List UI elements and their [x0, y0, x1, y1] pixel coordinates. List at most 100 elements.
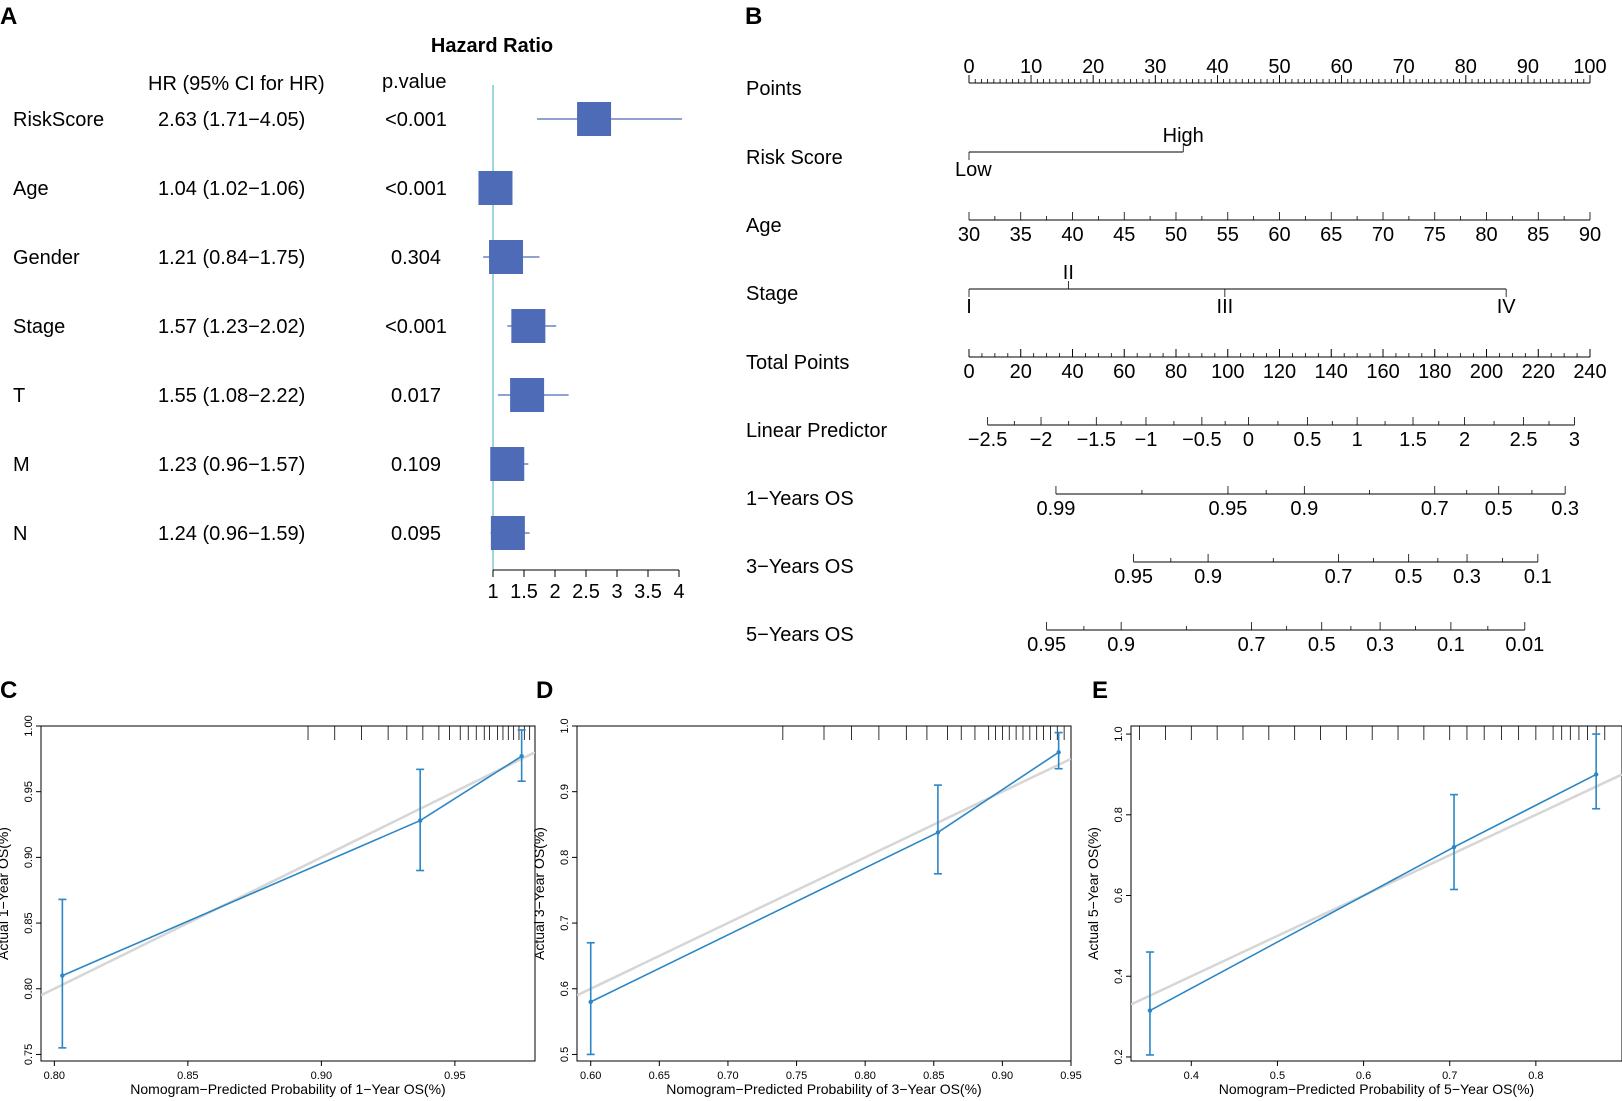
hr-box [490, 447, 525, 481]
panel-label-c: C [0, 677, 17, 704]
nomogram-tick-label: 20 [1010, 361, 1032, 383]
row-label: Gender [13, 247, 80, 269]
row-pvalue: 0.304 [391, 247, 441, 269]
data-point [1593, 772, 1599, 777]
forest-x-tick-label: 3 [611, 581, 622, 603]
nomogram-tick-label: 10 [1020, 56, 1042, 78]
data-point [417, 818, 423, 823]
nomogram-tick-label: 50 [1165, 224, 1187, 246]
nomogram-tick-label: 3 [1569, 429, 1580, 451]
row-label: N [13, 523, 27, 545]
nomogram-tick-label: 80 [1165, 361, 1187, 383]
x-tick-label: 0.85 [923, 1070, 944, 1082]
panel-label-d: D [536, 677, 553, 704]
nomogram-tick-label: 0.01 [1505, 634, 1544, 656]
x-tick-label: 0.60 [580, 1070, 601, 1082]
y-axis-label: Actual 3−Year OS(%) [531, 827, 547, 960]
nomogram-category-label: IV [1497, 296, 1517, 318]
nomogram-tick-label: 0 [1243, 429, 1254, 451]
data-point [1056, 750, 1061, 755]
nomogram-row-label: Risk Score [746, 147, 843, 169]
nomogram-tick-label: 100 [1211, 361, 1244, 383]
y-tick-label: 0.75 [23, 1044, 35, 1065]
nomogram-tick-label: 1.5 [1399, 429, 1427, 451]
calibration-plot-3-year: 0.60 0.65 0.70 0.75 0.80 0.85 0.90 0.95 0.5 0.6 0.… [531, 718, 1082, 1097]
nomogram-tick-label: 2.5 [1510, 429, 1538, 451]
row-pvalue: 0.017 [391, 385, 441, 407]
nomogram-tick-label: 2 [1459, 429, 1470, 451]
data-point [519, 754, 524, 759]
x-tick-label: 0.70 [717, 1070, 738, 1082]
nomogram-tick-label: −0.5 [1182, 429, 1221, 451]
row-label: M [13, 454, 30, 476]
x-tick-label: 0.4 [1184, 1070, 1199, 1082]
y-tick-label: 0.9 [559, 784, 571, 799]
nomogram-tick-label: 0 [963, 56, 974, 78]
calibration-line [62, 755, 523, 977]
data-point [588, 999, 593, 1005]
nomogram-tick-label: 20 [1082, 56, 1104, 78]
x-tick-label: 0.65 [649, 1070, 670, 1082]
nomogram-tick-label: 100 [1573, 56, 1606, 78]
x-tick-label: 0.90 [992, 1070, 1013, 1082]
nomogram-tick-label: 0.3 [1453, 566, 1481, 588]
nomogram-tick-label: 0.3 [1366, 634, 1394, 656]
plot-frame [40, 725, 536, 1062]
nomogram-tick-label: 45 [1113, 224, 1135, 246]
hr-box [577, 102, 612, 136]
nomogram-category-label: High [1163, 125, 1204, 147]
data-point [1147, 1008, 1153, 1013]
x-tick-label: 0.95 [1060, 1070, 1081, 1082]
y-tick-label: 0.5 [559, 1047, 571, 1062]
row-pvalue: 0.095 [391, 523, 441, 545]
ideal-line [41, 751, 535, 997]
row-hr-ci: 1.57 (1.23−2.02) [158, 316, 305, 338]
nomogram-tick-label: 60 [1113, 361, 1135, 383]
nomogram-tick-label: 0.5 [1395, 566, 1423, 588]
x-tick-label: 0.80 [854, 1070, 875, 1082]
row-hr-ci: 1.23 (0.96−1.57) [158, 454, 305, 476]
y-tick-label: 0.2 [1113, 1049, 1125, 1064]
nomogram-category-label: Low [955, 159, 992, 181]
x-tick-label: 0.85 [177, 1070, 198, 1082]
nomogram-tick-label: 140 [1315, 361, 1348, 383]
nomogram-tick-label: 75 [1424, 224, 1446, 246]
nomogram-tick-label: 30 [958, 224, 980, 246]
y-tick-label: 0.8 [559, 850, 571, 865]
nomogram-tick-label: 60 [1268, 224, 1290, 246]
nomogram-tick-label: 0.3 [1551, 498, 1579, 520]
row-pvalue: <0.001 [385, 178, 447, 200]
nomogram-tick-label: 0.1 [1524, 566, 1552, 588]
y-tick-label: 1.0 [1113, 726, 1125, 741]
nomogram-tick-label: 200 [1470, 361, 1503, 383]
nomogram-tick-label: 0.1 [1437, 634, 1465, 656]
y-tick-label: 0.6 [559, 981, 571, 996]
nomogram-tick-label: 40 [1061, 224, 1083, 246]
row-hr-ci: 1.55 (1.08−2.22) [158, 385, 305, 407]
nomogram-tick-label: 30 [1144, 56, 1166, 78]
x-tick-label: 0.5 [1270, 1070, 1285, 1082]
forest-x-tick-label: 1 [487, 581, 498, 603]
nomogram-category-label: II [1063, 262, 1074, 284]
x-tick-label: 0.6 [1356, 1070, 1371, 1082]
nomogram-tick-label: 85 [1527, 224, 1549, 246]
nomogram-tick-label: 0.9 [1194, 566, 1222, 588]
calibration-plot-5-year: 0.4 0.5 0.6 0.7 0.8 0.2 0.4 0.6 0.8 1.0 Nomogram−P… [1085, 725, 1622, 1097]
nomogram-tick-label: 0.7 [1421, 498, 1449, 520]
plot-frame [576, 725, 1072, 1062]
x-tick-label: 0.75 [786, 1070, 807, 1082]
nomogram-row-label: 3−Years OS [746, 556, 854, 578]
y-tick-label: 0.8 [1113, 807, 1125, 822]
nomogram-row-label: Linear Predictor [746, 420, 888, 442]
nomogram-tick-label: 180 [1418, 361, 1451, 383]
row-hr-ci: 2.63 (1.71−4.05) [158, 109, 305, 131]
column-header-hr: HR (95% CI for HR) [148, 73, 325, 95]
row-hr-ci: 1.04 (1.02−1.06) [158, 178, 305, 200]
row-hr-ci: 1.21 (0.84−1.75) [158, 247, 305, 269]
forest-x-tick-label: 2.5 [572, 581, 600, 603]
nomogram-tick-label: −2 [1030, 429, 1053, 451]
nomogram-tick-label: 40 [1206, 56, 1228, 78]
nomogram-tick-label: 0.95 [1114, 566, 1153, 588]
